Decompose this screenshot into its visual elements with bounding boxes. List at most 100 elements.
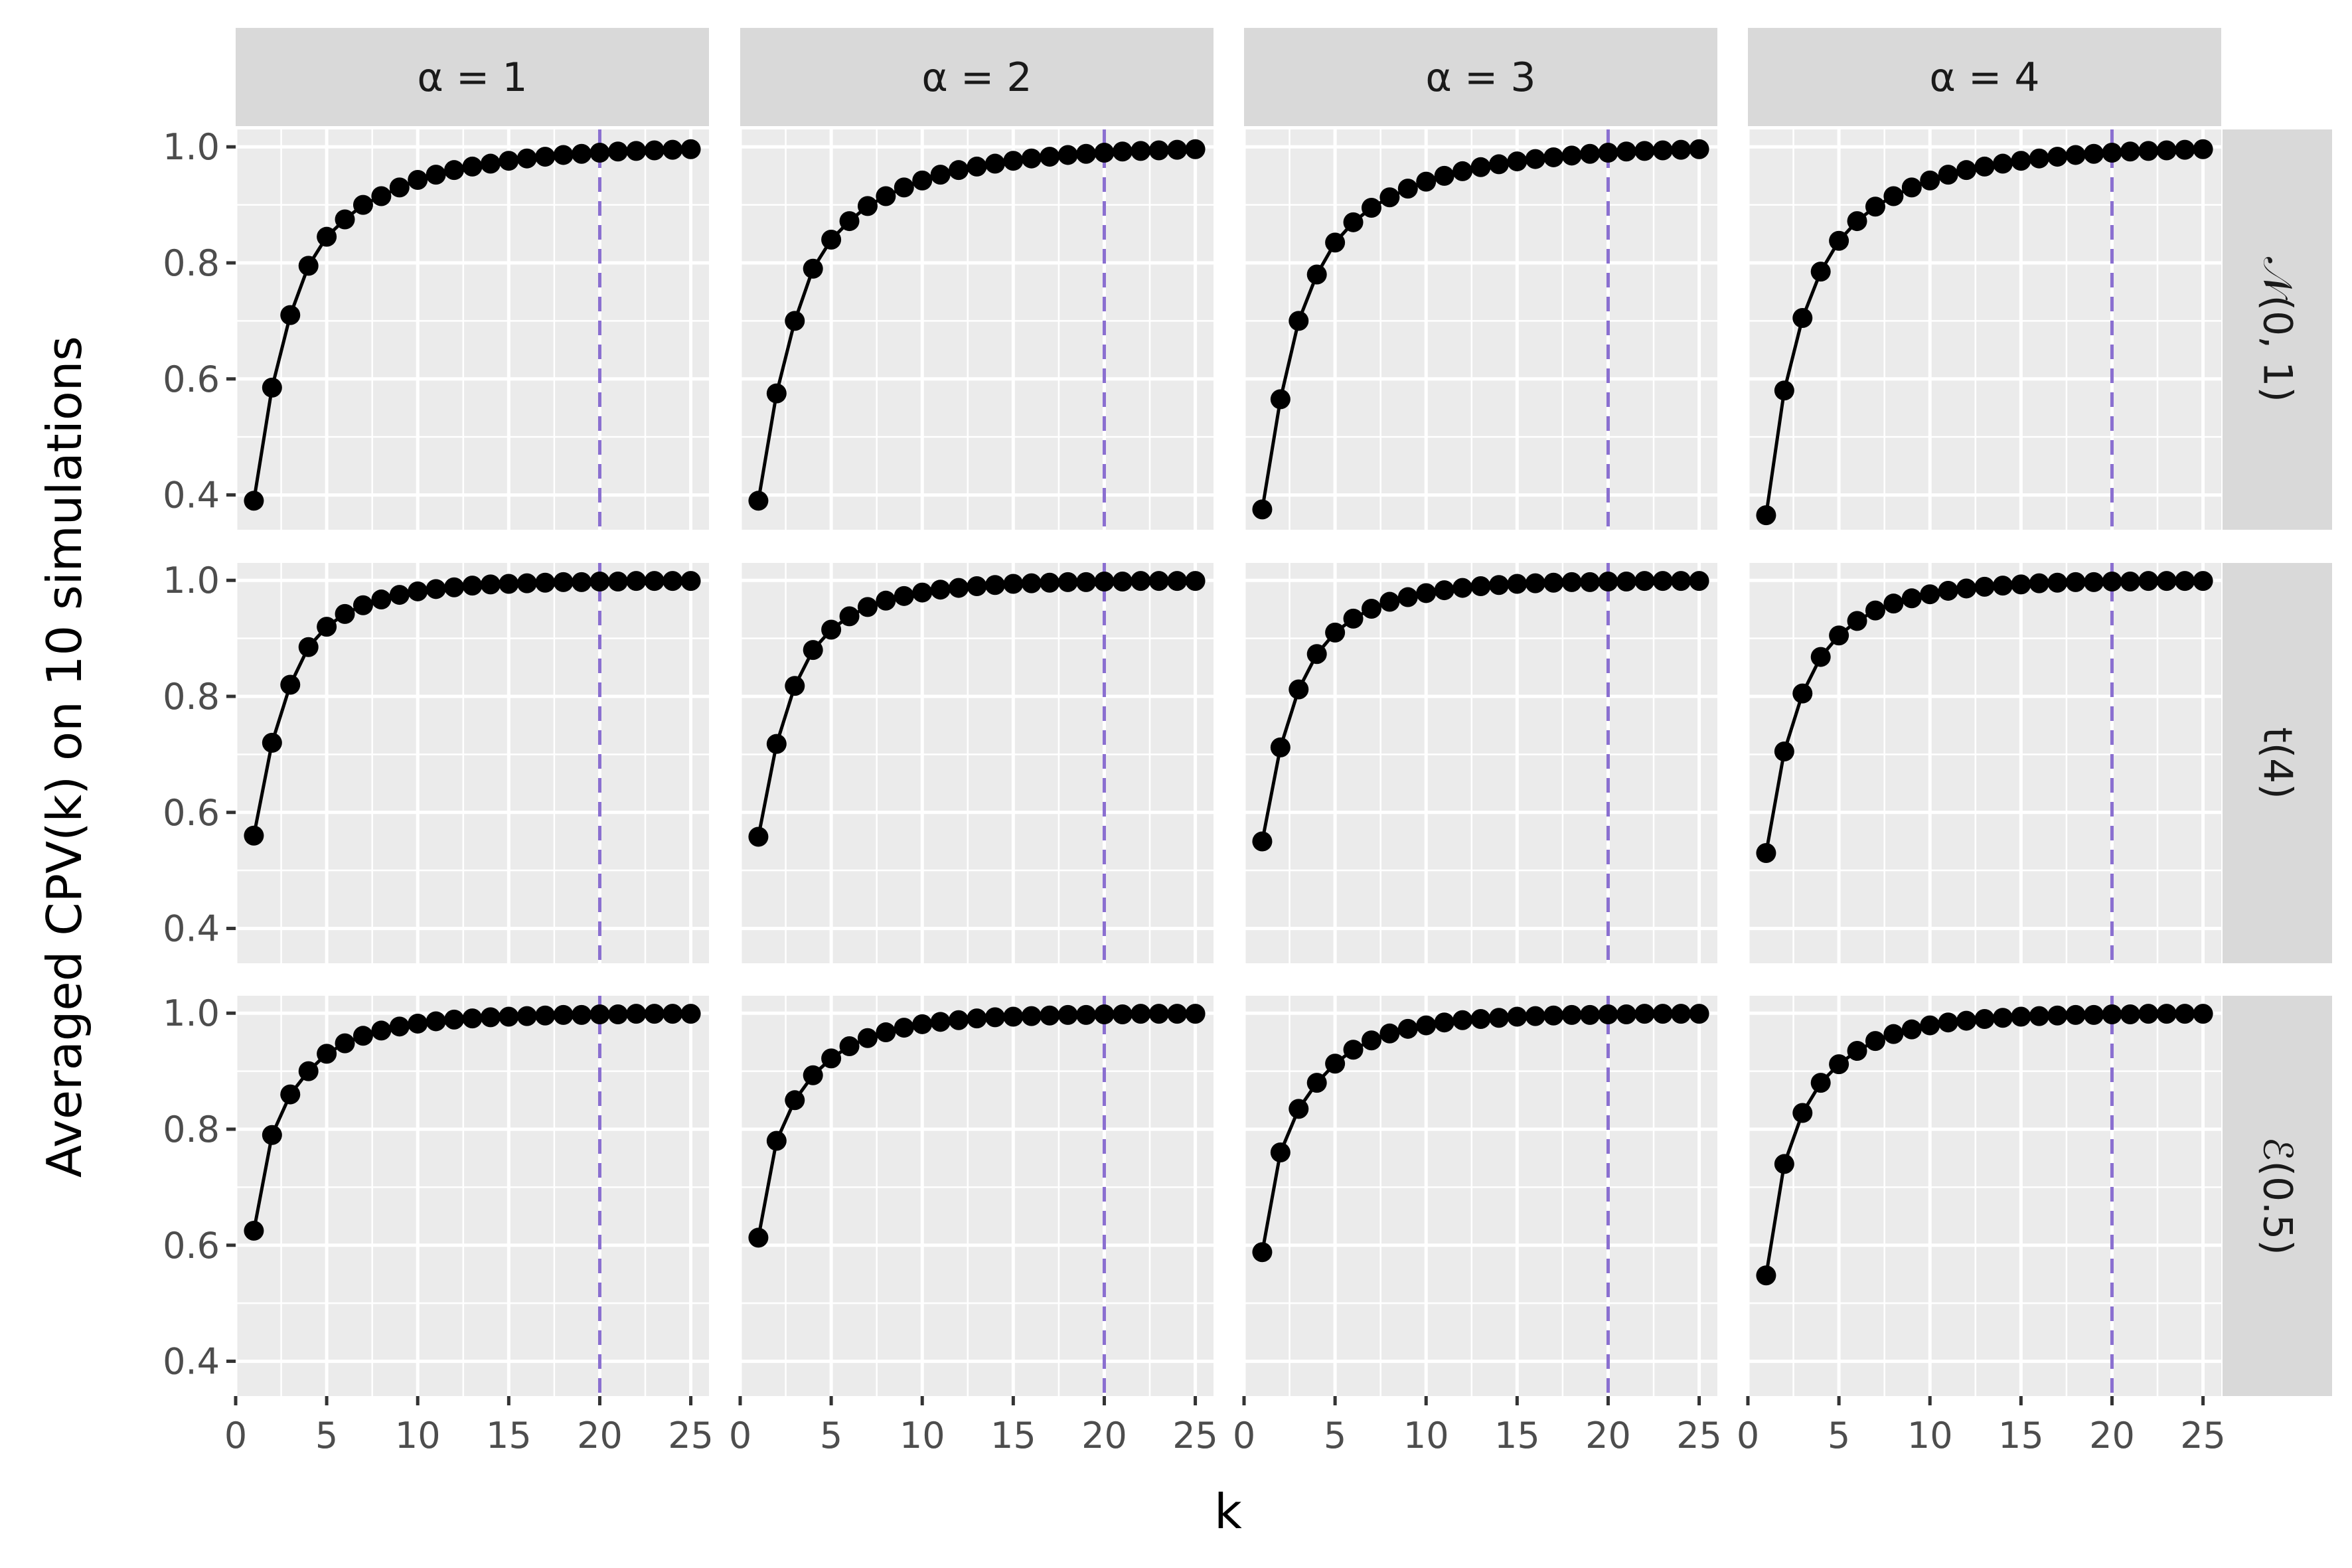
data-point [426,165,446,185]
data-point [1325,232,1346,253]
data-point [876,590,896,611]
data-point [1343,608,1364,629]
data-point [1306,1073,1327,1093]
data-point [1094,142,1115,163]
data-point [1671,1004,1691,1024]
data-point [1652,571,1673,591]
x-tick-label: 25 [2180,1415,2226,1456]
panel-background [740,563,1214,963]
panel-background [1748,996,2221,1396]
data-point [1671,571,1691,591]
data-point [803,1065,823,1085]
x-tick-label: 10 [1403,1415,1449,1456]
column-strip-label: α = 3 [1425,54,1535,101]
data-point [2029,573,2049,593]
data-point [1829,625,1849,646]
x-tick-label: 15 [990,1415,1036,1456]
data-point [2102,1004,2122,1024]
data-point [821,1048,842,1069]
data-point [930,580,951,600]
data-point [1021,573,1042,593]
data-point [1488,1008,1509,1028]
data-point [1270,389,1291,410]
data-point [785,311,805,331]
data-point [1094,571,1115,591]
data-point [2047,572,2068,593]
data-point [1652,140,1673,161]
data-point [2175,571,2195,591]
data-point [1525,573,1545,593]
data-point [1756,505,1776,526]
facet-grid: α = 1 α = 2 α = 3 α = 4 𝒩(0, 1) t(4) ℰ(0.5) 0.4… [163,28,2332,1456]
data-point [1434,580,1454,601]
data-point [1792,308,1813,329]
data-point [1416,1015,1437,1036]
data-point [949,1010,969,1030]
data-point [1003,151,1024,171]
data-point [839,211,860,232]
data-point [1185,571,1206,591]
x-axis-title: k [1214,1484,1242,1539]
data-point [1792,683,1813,704]
data-point [353,595,373,615]
y-tick-label: 0.6 [163,792,220,834]
data-point [1058,145,1078,165]
data-point [1847,611,1867,631]
x-tick-label: 20 [1585,1415,1631,1456]
data-point [894,586,914,606]
data-point [949,160,969,181]
data-point [1616,141,1636,162]
data-point [1167,139,1188,160]
data-point [1992,153,2013,174]
data-point [553,572,574,592]
data-point [1543,572,1564,593]
data-point [1488,154,1509,175]
data-point [262,1125,282,1145]
data-point [663,571,683,591]
data-point [244,491,264,511]
data-point [2084,143,2104,164]
x-tick-label: 25 [668,1415,714,1456]
data-point [1829,1054,1849,1075]
data-point [371,186,392,206]
y-tick-label: 0.8 [163,676,220,718]
data-point [335,1033,355,1054]
data-point [462,576,483,596]
data-point [626,141,647,161]
data-point [1974,576,1995,597]
data-point [499,1006,519,1027]
column-strip [1244,28,1717,126]
data-point [2120,141,2140,162]
y-tick-label: 0.8 [163,242,220,284]
data-point [1379,591,1400,612]
data-point [262,377,282,398]
data-point [803,640,823,661]
data-point [1956,578,1977,599]
data-point [748,826,769,847]
y-tick-label: 0.4 [163,1341,220,1383]
data-point [912,170,933,191]
data-point [298,256,319,276]
data-point [1598,142,1618,163]
data-point [2156,571,2177,591]
data-point [1379,187,1400,208]
facet-panel [1242,996,1717,1396]
data-point [626,571,647,591]
data-point [1343,212,1364,232]
data-point [1270,737,1291,757]
data-point [462,1008,483,1029]
data-point [1131,141,1151,161]
facet-panel [234,996,709,1396]
data-point [516,1006,537,1026]
data-point [894,177,914,198]
data-point [1252,831,1273,852]
data-point [2084,572,2104,592]
data-point [2102,142,2122,163]
x-tick-label: 10 [900,1415,945,1456]
data-point [1112,1004,1133,1024]
data-point [1938,1012,1958,1033]
data-point [1343,1040,1364,1060]
data-point [499,574,519,594]
data-point [516,573,537,593]
data-point [1956,1010,1977,1031]
